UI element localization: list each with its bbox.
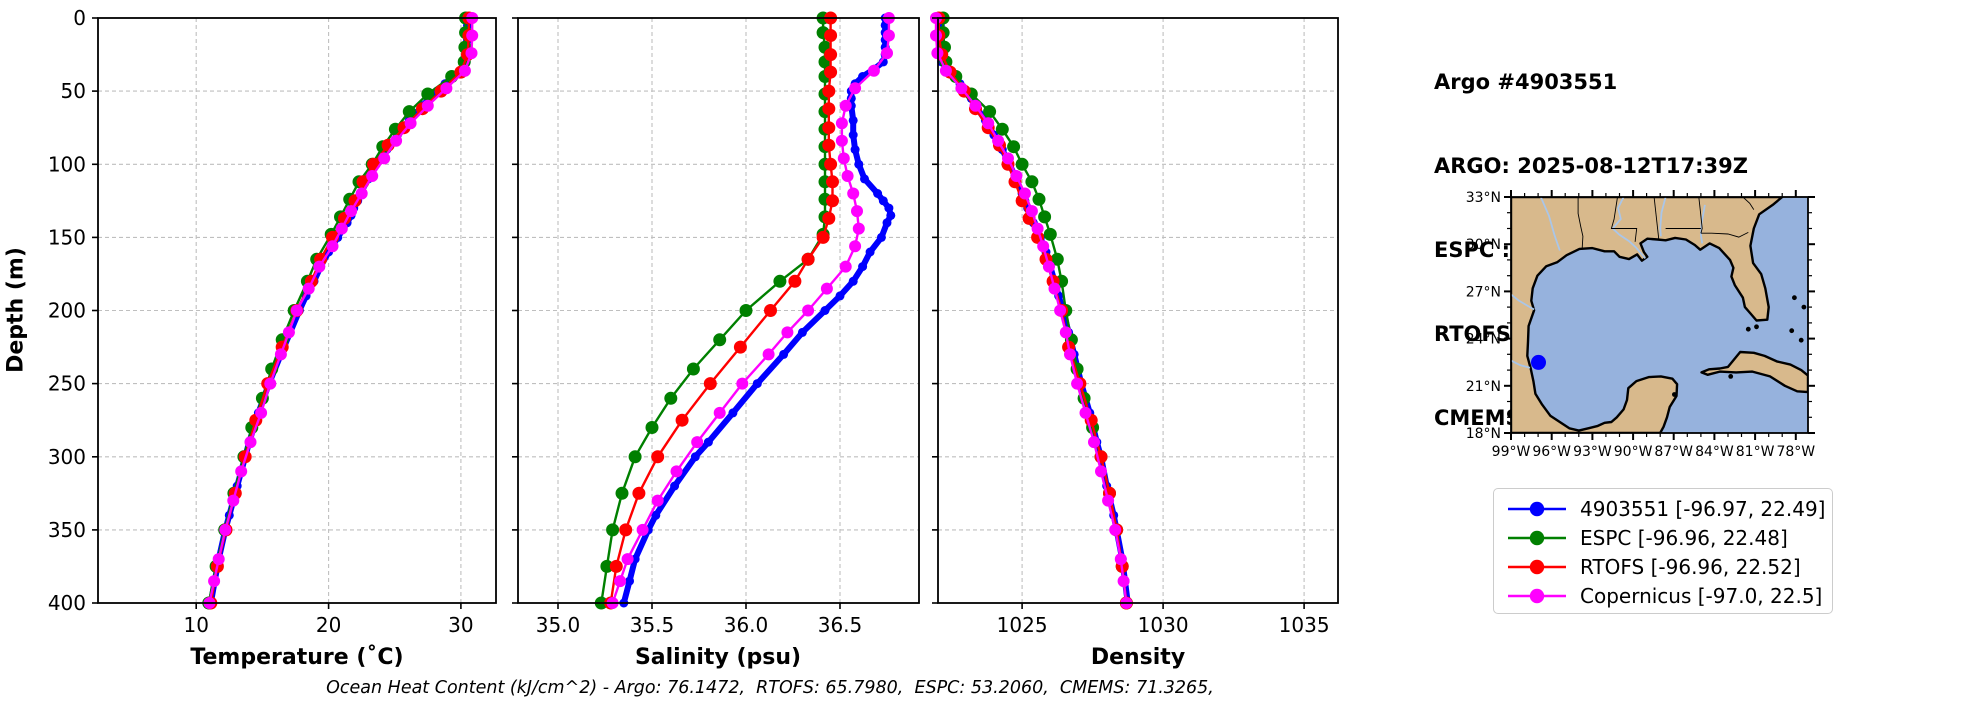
svg-text:30: 30 <box>448 613 473 637</box>
map-state-border <box>1610 197 1638 242</box>
legend-item-2: ESPC [-96.96, 22.48] <box>1504 523 1832 552</box>
legend-line-marker-icon <box>1508 501 1566 516</box>
salinity-panel: 35.0 35.5 36.0 36.5 <box>512 11 920 637</box>
map-lon-label: 96°W <box>1532 444 1571 460</box>
map-lon-label: 84°W <box>1695 444 1734 460</box>
series-Copernicus <box>930 12 1133 609</box>
svg-text:1025: 1025 <box>997 613 1048 637</box>
legend-item-3: RTOFS [-96.96, 22.52] <box>1504 552 1832 581</box>
gulf-of-mexico-map: 33°N 30°N 27°N 24°N 21°N 18°N 99°W 96°W 93°W 90°W… <box>1466 190 1815 460</box>
map-lat-label: 18°N <box>1466 426 1501 442</box>
svg-text:0: 0 <box>73 6 86 30</box>
map-lat-label: 24°N <box>1466 332 1501 348</box>
map-land-north-america <box>1511 197 1784 433</box>
map-island <box>1745 326 1751 332</box>
map-island <box>1754 324 1759 330</box>
map-lat-label: 27°N <box>1466 284 1501 300</box>
legend-label: RTOFS [-96.96, 22.52] <box>1580 554 1801 579</box>
ohc-footnote: Ocean Heat Content (kJ/cm^2) - Argo: 76.… <box>326 678 1214 698</box>
temperature-axis-title: Temperature (˚C) <box>190 645 404 670</box>
svg-text:1030: 1030 <box>1138 613 1189 637</box>
svg-text:200: 200 <box>48 299 86 323</box>
legend-label: Copernicus [-97.0, 22.5] <box>1580 583 1823 608</box>
map-land-cuba <box>1700 350 1808 394</box>
argo-timestamp: ARGO: 2025-08-12T17:39Z <box>1434 154 1748 178</box>
density-panel: 1025 1030 1035 <box>930 11 1339 637</box>
map-lon-label: 99°W <box>1492 444 1531 460</box>
map-river <box>1659 197 1667 237</box>
map-state-border <box>1742 197 1755 210</box>
map-island <box>1801 304 1807 310</box>
series-Copernicus <box>203 12 479 609</box>
map-river <box>1699 204 1706 244</box>
float-title: Argo #4903551 <box>1434 70 1618 94</box>
map-lon-label: 81°W <box>1736 444 1775 460</box>
svg-text:50: 50 <box>61 79 86 103</box>
map-lon-label: 90°W <box>1614 444 1653 460</box>
legend-item-4: Copernicus [-97.0, 22.5] <box>1504 581 1832 610</box>
svg-text:150: 150 <box>48 225 86 249</box>
map-island <box>1798 337 1804 343</box>
map-river <box>1511 293 1535 311</box>
map-state-border <box>1653 197 1660 240</box>
svg-text:400: 400 <box>48 591 86 615</box>
svg-text:10: 10 <box>183 613 208 637</box>
salinity-axis-title: Salinity (psu) <box>634 645 802 670</box>
map-state-border <box>1577 197 1584 249</box>
svg-text:1035: 1035 <box>1279 613 1330 637</box>
svg-text:36.5: 36.5 <box>818 613 863 637</box>
map-lat-label: 33°N <box>1466 190 1501 206</box>
svg-text:300: 300 <box>48 445 86 469</box>
legend-label: ESPC [-96.96, 22.48] <box>1580 525 1788 550</box>
map-lon-label: 87°W <box>1654 444 1693 460</box>
svg-text:350: 350 <box>48 518 86 542</box>
legend-item-1: 4903551 [-96.97, 22.49] <box>1504 494 1832 523</box>
svg-text:36.0: 36.0 <box>724 613 769 637</box>
legend: 4903551 [-96.97, 22.49] ESPC [-96.96, 22.… <box>1493 488 1833 614</box>
legend-line-marker-icon <box>1508 530 1566 545</box>
map-river <box>1539 197 1561 251</box>
density-axis-title: Density <box>1090 645 1186 670</box>
map-lat-label: 30°N <box>1466 237 1501 253</box>
svg-text:35.5: 35.5 <box>630 613 675 637</box>
svg-text:250: 250 <box>48 372 86 396</box>
map-lon-label: 93°W <box>1573 444 1612 460</box>
map-island <box>1672 392 1677 397</box>
map-island <box>1789 328 1795 334</box>
argo-position-marker <box>1531 354 1546 370</box>
map-island <box>1728 374 1734 379</box>
legend-line-marker-icon <box>1508 588 1566 603</box>
svg-text:20: 20 <box>316 613 341 637</box>
svg-text:35.0: 35.0 <box>536 613 581 637</box>
map-state-border <box>1700 231 1749 238</box>
legend-label: 4903551 [-96.97, 22.49] <box>1580 496 1826 521</box>
map-state-border <box>1698 197 1703 234</box>
map-lat-label: 21°N <box>1466 379 1501 395</box>
svg-text:100: 100 <box>48 152 86 176</box>
map-island <box>1792 295 1797 301</box>
legend-line-marker-icon <box>1508 559 1566 574</box>
map-river <box>1511 359 1531 369</box>
map-lon-label: 78°W <box>1776 444 1815 460</box>
map-river <box>1611 197 1646 259</box>
y-axis-title: Depth (m) <box>3 247 29 373</box>
